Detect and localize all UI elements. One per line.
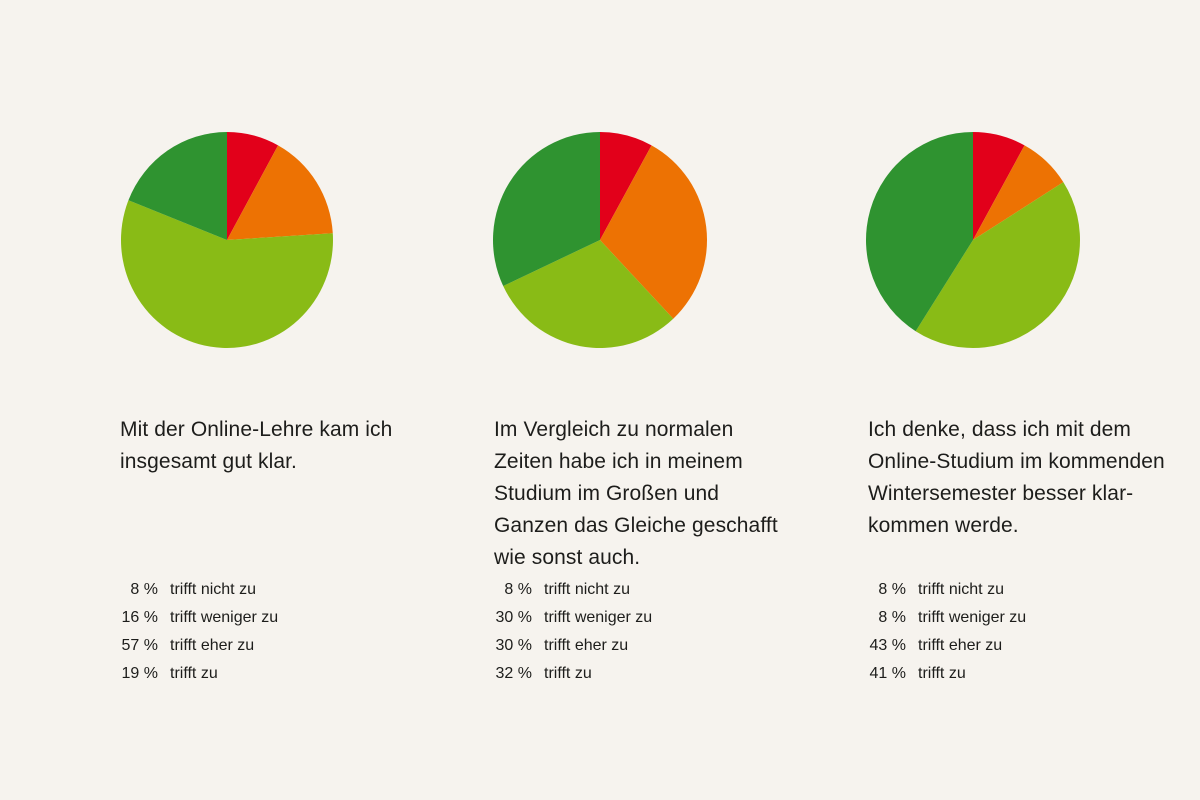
legend-label: trifft nicht zu <box>170 581 256 598</box>
pie-slice-trifft-weniger-zu <box>973 145 1064 240</box>
chart-panel-3: Ich denke, dass ich mit dem Online-Studi… <box>865 0 1168 800</box>
legend-item: 43 % trifft eher zu <box>868 632 1026 660</box>
legend-item: 16 % trifft weniger zu <box>120 604 279 632</box>
pie-slice-trifft-nicht-zu <box>973 132 1025 240</box>
legend-value: 57 % <box>121 637 158 654</box>
pie-slice-trifft-weniger-zu <box>227 145 333 240</box>
legend-value: 8 % <box>878 609 906 626</box>
pie-chart-1 <box>120 132 333 348</box>
chart-panel-2: Im Vergleich zu normalen Zeiten habe ich… <box>492 0 794 800</box>
legend-label: trifft eher zu <box>544 637 629 654</box>
legend-item: 19 % trifft zu <box>120 660 278 688</box>
legend-1: 8 % trifft nicht zu 16 % trifft weniger zu… <box>120 576 279 688</box>
legend-value: 8 % <box>130 581 158 598</box>
pie-slice-trifft-eher-zu <box>120 200 333 348</box>
legend-item: 8 % trifft nicht zu <box>120 576 278 604</box>
pie-slice-trifft-eher-zu <box>915 182 1080 348</box>
legend-label: trifft weniger zu <box>170 609 279 626</box>
legend-value: 43 % <box>869 637 906 654</box>
legend-item: 57 % trifft eher zu <box>120 632 278 660</box>
pie-slice-trifft-nicht-zu <box>600 132 652 240</box>
legend-label: trifft weniger zu <box>918 609 1027 626</box>
legend-value: 19 % <box>121 665 158 682</box>
question-text-1: Mit der Online-Lehre kam ich insgesamt g… <box>120 418 393 473</box>
legend-value: 16 % <box>121 609 158 626</box>
legend-label: trifft eher zu <box>170 637 255 654</box>
legend-label: trifft zu <box>544 665 592 682</box>
question-text-2: Im Vergleich zu normalen Zeiten habe ich… <box>494 418 778 569</box>
legend-value: 8 % <box>504 581 532 598</box>
pie-chart-2 <box>492 132 708 349</box>
legend-label: trifft weniger zu <box>544 609 653 626</box>
pie-slice-trifft-zu <box>865 132 973 332</box>
legend-item: 32 % trifft zu <box>494 660 652 688</box>
pie-slice-trifft-zu <box>128 132 227 240</box>
legend-item: 30 % trifft weniger zu <box>494 604 653 632</box>
legend-item: 8 % trifft nicht zu <box>868 576 1026 604</box>
legend-label: trifft eher zu <box>918 637 1003 654</box>
pie-slice-trifft-zu <box>492 132 600 286</box>
legend-label: trifft nicht zu <box>544 581 630 598</box>
pie-chart-3 <box>865 132 1080 348</box>
legend-value: 8 % <box>878 581 906 598</box>
legend-label: trifft zu <box>170 665 218 682</box>
legend-item: 41 % trifft zu <box>868 660 1026 688</box>
chart-panel-1: Mit der Online-Lehre kam ich insgesamt g… <box>120 0 420 800</box>
legend-item: 8 % trifft nicht zu <box>494 576 652 604</box>
legend-value: 30 % <box>495 609 532 626</box>
legend-label: trifft zu <box>918 665 966 682</box>
pie-slice-trifft-eher-zu <box>503 240 674 349</box>
legend-item: 30 % trifft eher zu <box>494 632 652 660</box>
legend-item: 8 % trifft weniger zu <box>868 604 1026 632</box>
pie-slice-trifft-nicht-zu <box>227 132 279 240</box>
legend-3: 8 % trifft nicht zu 8 % trifft weniger zu … <box>868 576 1027 688</box>
legend-value: 32 % <box>495 665 532 682</box>
pie-slice-trifft-weniger-zu <box>600 145 708 319</box>
legend-label: trifft nicht zu <box>918 581 1004 598</box>
legend-value: 30 % <box>495 637 532 654</box>
question-text-3: Ich denke, dass ich mit dem Online-Studi… <box>868 418 1165 537</box>
legend-value: 41 % <box>869 665 906 682</box>
legend-2: 8 % trifft nicht zu 30 % trifft weniger zu… <box>494 576 653 688</box>
